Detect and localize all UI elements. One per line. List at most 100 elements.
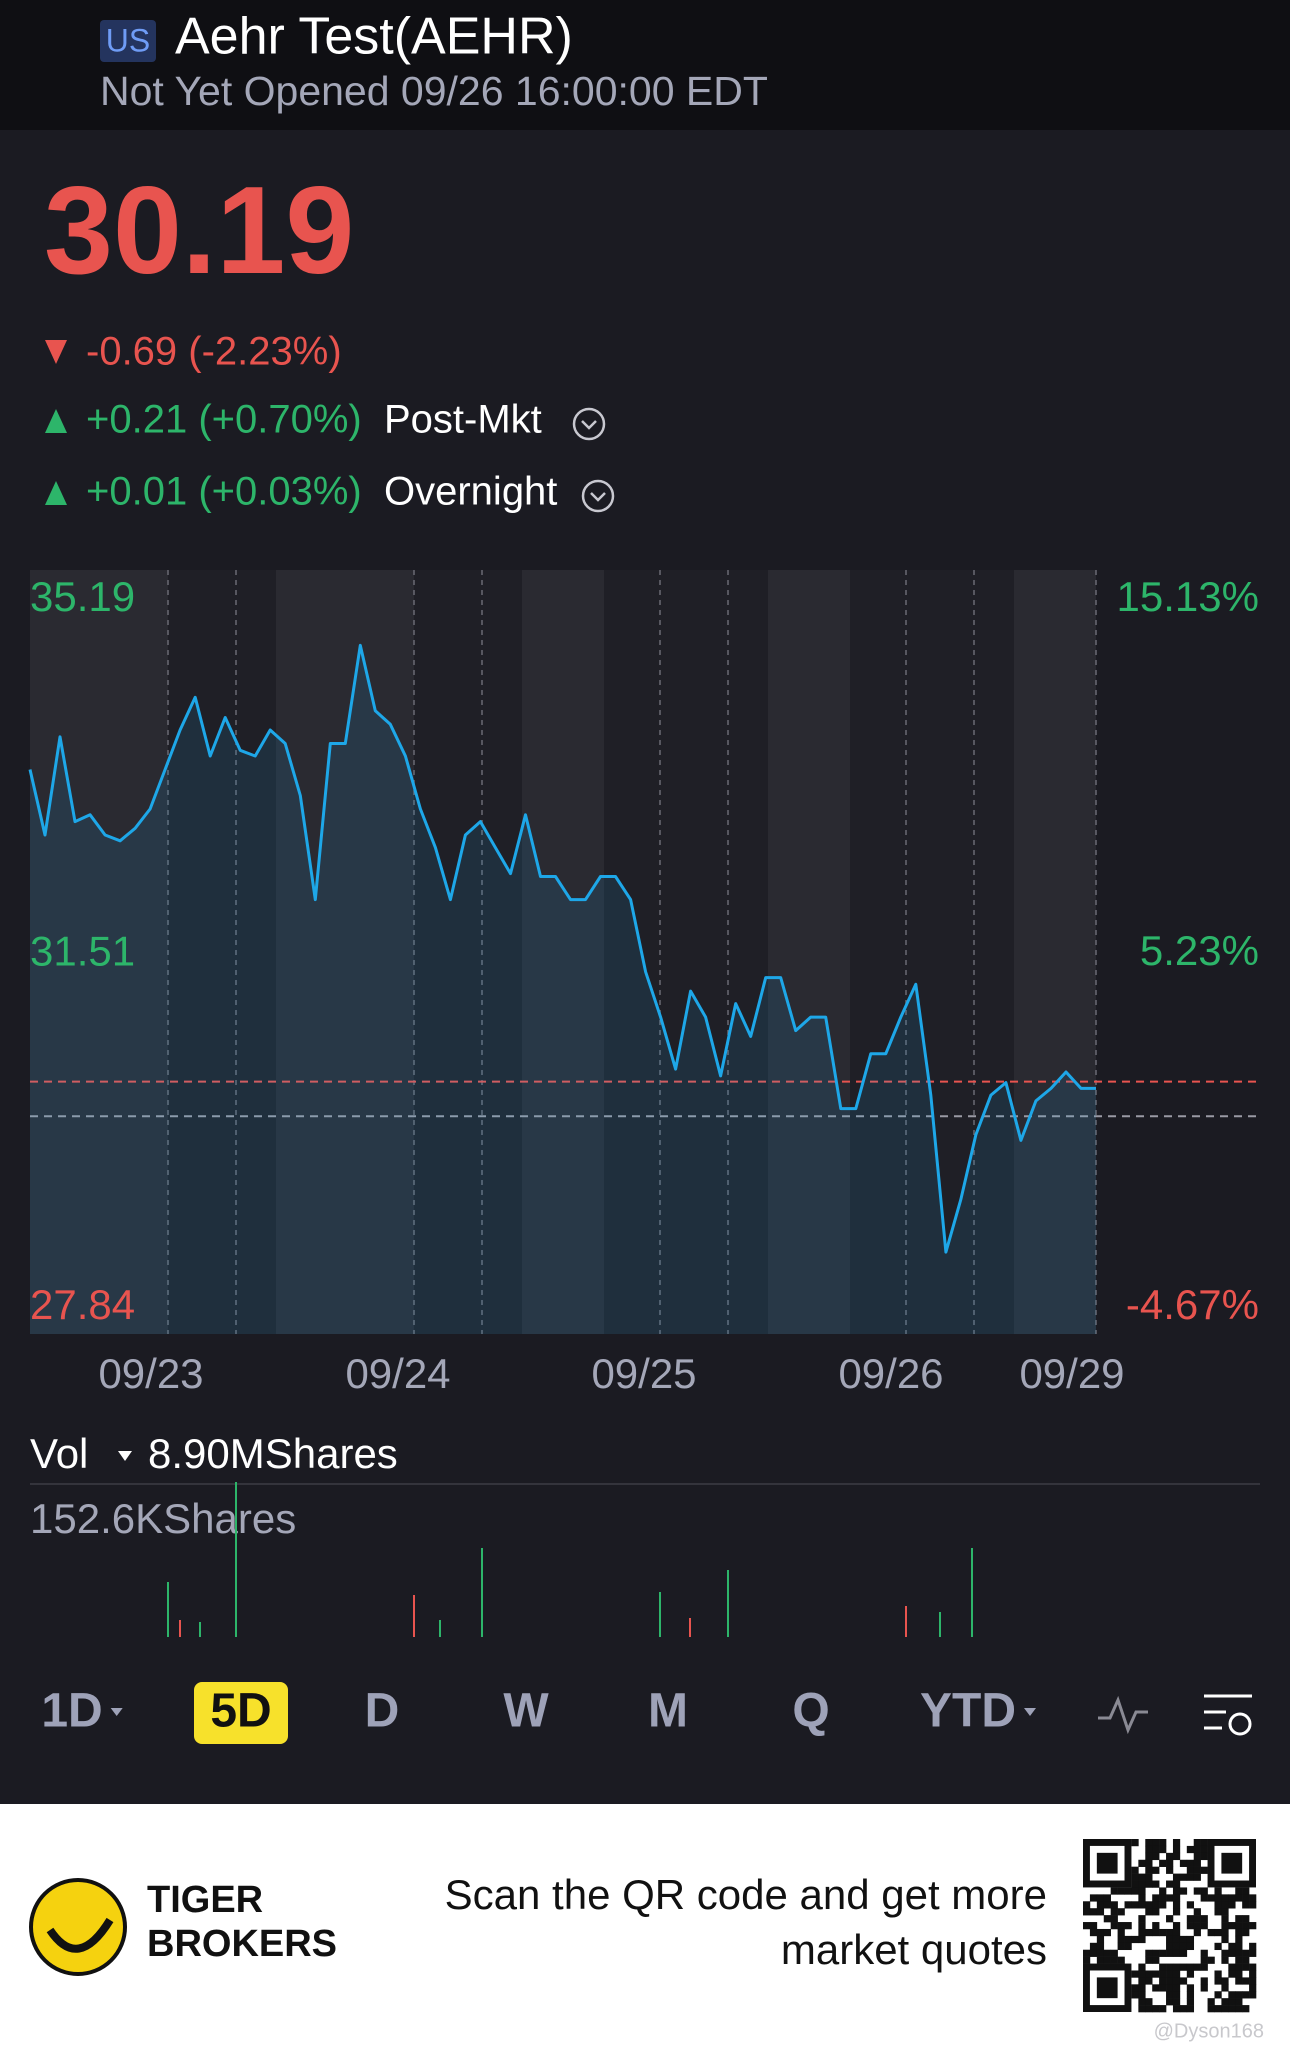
qr-module: [1172, 1942, 1181, 1951]
qr-module: [1186, 1922, 1195, 1930]
qr-module: [1228, 1901, 1236, 1909]
y-tick-label: 35.19: [30, 573, 135, 620]
qr-module: [1083, 1956, 1091, 1964]
qr-module: [1228, 1922, 1236, 1930]
qr-module: [1200, 1887, 1208, 1895]
qr-module: [1145, 1845, 1153, 1854]
qr-module: [1242, 1915, 1250, 1923]
tab-dropdown: [110, 1708, 123, 1716]
qr-module: [1249, 1963, 1257, 1971]
period-tab[interactable]: Q: [792, 1685, 829, 1738]
qr-module: [1179, 1977, 1188, 1985]
qr-module: [1249, 1977, 1257, 1985]
qr-module: [1083, 1908, 1091, 1916]
qr-module: [1083, 1901, 1091, 1909]
period-tab[interactable]: YTD: [920, 1685, 1016, 1738]
qr-module: [1193, 1887, 1201, 1895]
overnight-toggle[interactable]: [581, 479, 615, 513]
period-tab[interactable]: 1D: [41, 1685, 102, 1738]
qr-module: [1145, 1970, 1153, 1978]
qr-module: [1089, 1928, 1098, 1937]
post-market-toggle[interactable]: [572, 407, 606, 441]
qr-module: [1193, 1839, 1201, 1847]
qr-module: [1145, 1977, 1153, 1985]
qr-module: [1200, 1922, 1208, 1930]
qr-module: [1207, 1928, 1215, 1937]
qr-module: [1110, 1887, 1118, 1895]
qr-module: [1172, 1839, 1181, 1847]
qr-module: [1152, 2005, 1160, 2013]
qr-module: [1221, 1908, 1229, 1916]
qr-module: [1242, 1928, 1250, 1937]
qr-module: [1221, 1915, 1229, 1923]
qr-module: [1221, 1922, 1229, 1930]
overnight-label: Overnight: [384, 470, 557, 514]
qr-module: [1200, 1949, 1208, 1957]
qr-module: [1172, 1908, 1181, 1916]
qr-module: [1186, 1901, 1195, 1909]
qr-module: [1235, 1928, 1243, 1937]
qr-module: [1242, 1956, 1250, 1964]
qr-module: [1235, 1949, 1243, 1957]
market-status: Not Yet Opened 09/26 16:00:00 EDT: [100, 68, 768, 114]
post-market-label: Post-Mkt: [384, 398, 542, 442]
qr-module: [1138, 1894, 1146, 1902]
qr-module: [1249, 1991, 1257, 1999]
brand-name: BROKERS: [147, 1923, 337, 1965]
qr-module: [1124, 1922, 1132, 1930]
market-badge: [100, 20, 156, 62]
price-area: [30, 645, 1096, 1334]
qr-module: [1166, 1894, 1174, 1902]
qr-module: [1249, 1949, 1257, 1957]
qr-module: [1214, 1991, 1222, 1999]
session-shade: [276, 570, 414, 1334]
qr-module: [1096, 1908, 1105, 1916]
qr-module: [1166, 1852, 1174, 1861]
qr-module: [1214, 1928, 1222, 1937]
qr-module: [1145, 1956, 1153, 1964]
period-tab[interactable]: D: [365, 1685, 400, 1738]
qr-finder: [1096, 1977, 1118, 1999]
settings-icon[interactable]: [1204, 1694, 1252, 1736]
y2-tick-label: 5.23%: [1140, 927, 1259, 974]
qr-module: [1200, 1845, 1208, 1854]
qr-module: [1242, 1949, 1250, 1957]
price-chart: 35.19 31.51 27.84 15.13% 5.23% -4.67%: [28, 570, 1260, 1334]
qr-module: [1172, 1852, 1181, 1861]
period-tab[interactable]: 5D: [210, 1685, 271, 1738]
qr-module: [1138, 1928, 1146, 1937]
qr-module: [1138, 1880, 1146, 1888]
qr-module: [1186, 1873, 1195, 1881]
qr-module: [1193, 1922, 1201, 1930]
qr-module: [1200, 1984, 1208, 1992]
volume-max: 152.6KShares: [30, 1495, 296, 1542]
period-tab[interactable]: W: [503, 1685, 549, 1738]
qr-module: [1207, 1998, 1215, 2006]
qr-module: [1200, 1963, 1208, 1971]
qr-module: [1138, 1915, 1146, 1923]
qr-module: [1166, 1963, 1174, 1971]
qr-module: [1152, 1908, 1160, 1916]
qr-module: [1131, 1935, 1139, 1944]
period-tab[interactable]: M: [648, 1685, 688, 1738]
qr-module: [1179, 1887, 1188, 1895]
volume-label: Vol: [30, 1430, 88, 1477]
qr-module: [1152, 1880, 1160, 1888]
qr-module: [1221, 1901, 1229, 1909]
qr-module: [1103, 1901, 1111, 1909]
down-arrow: [45, 340, 67, 364]
indicator-icon[interactable]: [1098, 1695, 1148, 1735]
y-tick-label: 31.51: [30, 928, 135, 975]
x-tick-label: 09/24: [345, 1350, 450, 1397]
qr-module: [1186, 2005, 1195, 2013]
qr-module: [1096, 1956, 1105, 1964]
qr-module: [1214, 1977, 1222, 1985]
volume-dropdown[interactable]: [118, 1451, 132, 1461]
qr-module: [1159, 1901, 1167, 1909]
x-tick-label: 09/26: [838, 1350, 943, 1397]
qr-module: [1193, 1866, 1201, 1874]
qr-module: [1242, 1977, 1250, 1985]
qr-module: [1214, 1970, 1222, 1978]
active-tab-bg: [194, 1682, 288, 1744]
